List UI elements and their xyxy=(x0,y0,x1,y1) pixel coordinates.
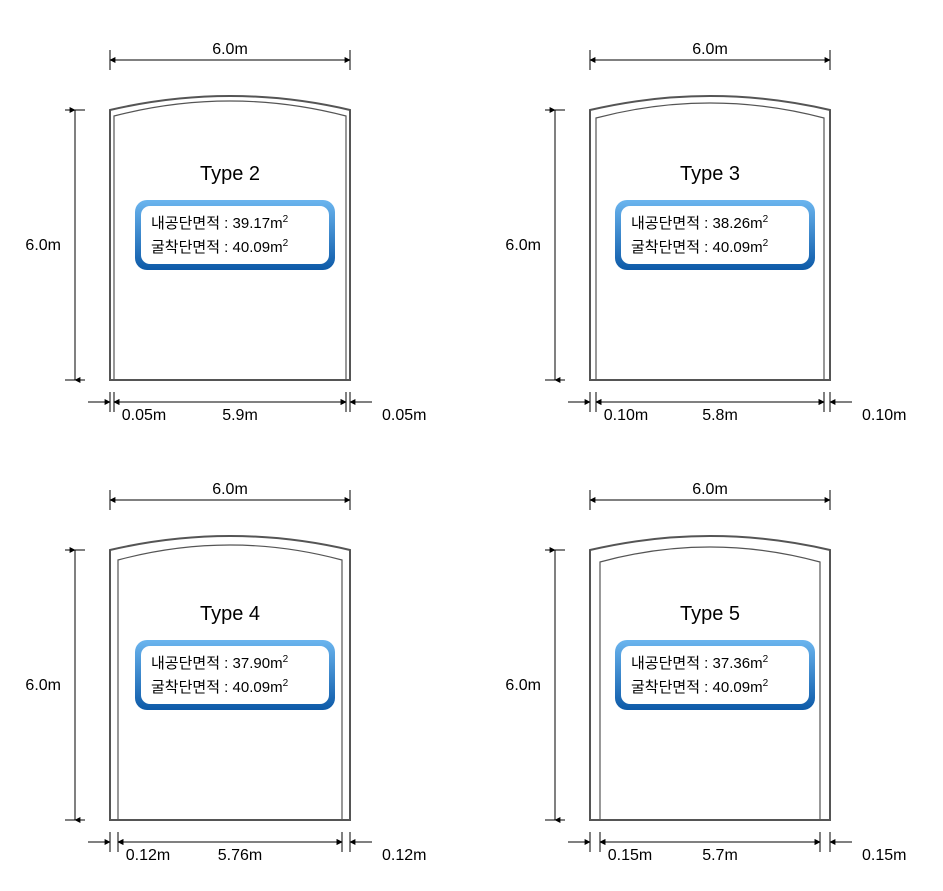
type-title: Type 2 xyxy=(200,163,260,185)
inner-area-row: 내공단면적 : 39.17m2 xyxy=(151,214,289,232)
excavation-area-row: 굴착단면적 : 40.09m2 xyxy=(631,678,769,696)
tunnel-diagram: 6.0m 6.0m 0.15m 5.7m 0.15m Type 5 내공단면적 … xyxy=(500,460,920,870)
top-width-label: 6.0m xyxy=(692,41,728,58)
inner-area-row: 내공단면적 : 38.26m2 xyxy=(631,214,769,232)
excavation-area-row: 굴착단면적 : 40.09m2 xyxy=(151,238,289,256)
wall-thickness-right-label: 0.10m xyxy=(862,407,906,424)
type-title: Type 3 xyxy=(680,163,740,185)
height-label: 6.0m xyxy=(25,677,61,694)
height-label: 6.0m xyxy=(505,237,541,254)
tunnel-diagram: 6.0m 6.0m 0.12m 5.76m 0.12m Type 4 내공단면적… xyxy=(20,460,440,870)
inner-width-label: 5.76m xyxy=(218,847,262,864)
inner-area-row: 내공단면적 : 37.36m2 xyxy=(631,654,769,672)
diagram-cell: 6.0m 6.0m 0.15m 5.7m 0.15m Type 5 내공단면적 … xyxy=(500,460,920,860)
inner-width-label: 5.8m xyxy=(702,407,738,424)
diagram-cell: 6.0m 6.0m 0.10m 5.8m 0.10m Type 3 내공단면적 … xyxy=(500,20,920,420)
top-width-label: 6.0m xyxy=(212,41,248,58)
wall-thickness-right-label: 0.15m xyxy=(862,847,906,864)
inner-width-label: 5.9m xyxy=(222,407,258,424)
diagram-cell: 6.0m 6.0m 0.05m 5.9m 0.05m Type 2 내공단면적 … xyxy=(20,20,440,420)
wall-thickness-left-label: 0.10m xyxy=(604,407,648,424)
inner-width-label: 5.7m xyxy=(702,847,738,864)
excavation-area-row: 굴착단면적 : 40.09m2 xyxy=(151,678,289,696)
diagram-cell: 6.0m 6.0m 0.12m 5.76m 0.12m Type 4 내공단면적… xyxy=(20,460,440,860)
inner-area-row: 내공단면적 : 37.90m2 xyxy=(151,654,289,672)
type-title: Type 5 xyxy=(680,603,740,625)
height-label: 6.0m xyxy=(505,677,541,694)
type-title: Type 4 xyxy=(200,603,260,625)
wall-thickness-left-label: 0.05m xyxy=(122,407,166,424)
wall-thickness-left-label: 0.12m xyxy=(126,847,170,864)
tunnel-diagram: 6.0m 6.0m 0.10m 5.8m 0.10m Type 3 내공단면적 … xyxy=(500,20,920,430)
wall-thickness-right-label: 0.05m xyxy=(382,407,426,424)
top-width-label: 6.0m xyxy=(692,481,728,498)
tunnel-diagram: 6.0m 6.0m 0.05m 5.9m 0.05m Type 2 내공단면적 … xyxy=(20,20,440,430)
wall-thickness-right-label: 0.12m xyxy=(382,847,426,864)
wall-thickness-left-label: 0.15m xyxy=(608,847,652,864)
height-label: 6.0m xyxy=(25,237,61,254)
excavation-area-row: 굴착단면적 : 40.09m2 xyxy=(631,238,769,256)
top-width-label: 6.0m xyxy=(212,481,248,498)
